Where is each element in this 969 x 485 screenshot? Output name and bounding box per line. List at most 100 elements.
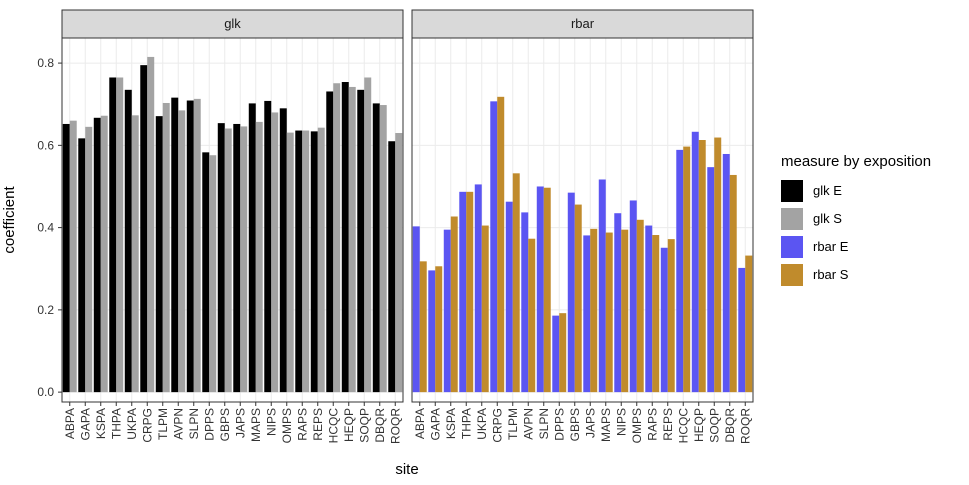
bar xyxy=(652,235,660,393)
bar xyxy=(372,103,380,393)
bar xyxy=(683,146,691,393)
legend-key xyxy=(781,180,803,202)
bar xyxy=(248,103,256,393)
x-tick-label: GBPS xyxy=(568,408,582,441)
bar xyxy=(78,138,86,393)
bar xyxy=(286,132,294,393)
bar xyxy=(745,255,753,393)
x-tick-label: RAPS xyxy=(645,408,659,441)
bar xyxy=(341,82,349,393)
bar xyxy=(131,115,139,393)
bar xyxy=(317,127,325,393)
bar xyxy=(543,187,551,393)
bar xyxy=(528,238,536,393)
bar xyxy=(271,112,279,393)
bar xyxy=(474,184,482,393)
x-tick-label: AVPN xyxy=(521,408,535,440)
facet-strip xyxy=(411,9,754,39)
x-tick-label: ABPA xyxy=(63,408,77,439)
x-tick-label: NIPS xyxy=(614,408,628,436)
bar xyxy=(162,102,170,393)
x-tick-label: MAPS xyxy=(599,408,613,442)
bar xyxy=(140,65,148,393)
x-tick-label: THPA xyxy=(459,408,473,439)
x-axis-title: site xyxy=(395,461,418,478)
x-tick-label: UKPA xyxy=(125,408,139,440)
bar xyxy=(264,100,272,393)
bar xyxy=(279,108,287,393)
bar xyxy=(178,110,186,393)
legend-key xyxy=(781,236,803,258)
bar xyxy=(233,123,241,393)
x-tick-label: REPS xyxy=(311,408,325,441)
bar xyxy=(552,315,560,393)
bar xyxy=(667,239,675,393)
legend-label: rbar S xyxy=(813,267,849,282)
bar xyxy=(660,247,668,393)
y-tick-label: 0.4 xyxy=(37,221,54,235)
bar xyxy=(69,120,77,393)
bar xyxy=(333,83,341,393)
x-tick-label: TLPM xyxy=(156,408,170,440)
x-tick-label: OMPS xyxy=(630,408,644,443)
bar xyxy=(302,130,310,393)
x-tick-label: CRPG xyxy=(490,408,504,443)
bar xyxy=(395,133,403,393)
bar xyxy=(217,123,225,393)
x-tick-label: CRPG xyxy=(140,408,154,443)
legend-title: measure by exposition xyxy=(781,153,931,170)
bar xyxy=(116,77,124,393)
x-tick-label: THPA xyxy=(109,408,123,439)
x-tick-label: KSPA xyxy=(94,408,108,439)
bar xyxy=(598,179,606,393)
x-tick-label: GAPA xyxy=(428,408,442,440)
bar xyxy=(109,77,117,393)
bar xyxy=(636,219,644,393)
bar xyxy=(186,100,194,393)
bar xyxy=(419,261,427,393)
bar xyxy=(202,152,210,393)
bar xyxy=(714,137,722,393)
x-tick-label: SOQP xyxy=(707,408,721,443)
x-tick-label: GAPA xyxy=(78,408,92,440)
x-tick-label: HEQP xyxy=(692,408,706,442)
x-tick-label: MAPS xyxy=(249,408,263,442)
bar xyxy=(521,212,529,393)
bar xyxy=(691,131,699,393)
bar xyxy=(621,229,629,393)
bar xyxy=(379,105,387,393)
legend-key xyxy=(781,208,803,230)
x-tick-label: DPPS xyxy=(202,408,216,441)
bar xyxy=(738,267,746,393)
bar xyxy=(412,226,420,393)
x-tick-label: DBQR xyxy=(723,408,737,443)
bar xyxy=(295,130,303,393)
bar xyxy=(629,200,637,393)
bar xyxy=(567,192,575,393)
x-tick-label: HCQC xyxy=(326,408,340,444)
y-tick-label: 0.8 xyxy=(37,56,54,70)
x-tick-label: SLPN xyxy=(187,408,201,439)
x-tick-label: AVPN xyxy=(171,408,185,440)
facet-strip xyxy=(61,9,404,39)
bar xyxy=(443,229,451,393)
x-tick-label: KSPA xyxy=(444,408,458,439)
bar xyxy=(224,128,232,393)
bar xyxy=(364,77,372,393)
bar xyxy=(348,86,356,393)
bar xyxy=(605,232,613,393)
legend-label: rbar E xyxy=(813,239,849,254)
bar xyxy=(62,123,70,393)
bar xyxy=(209,155,217,393)
x-tick-label: RAPS xyxy=(295,408,309,441)
y-tick-label: 0.2 xyxy=(37,303,54,317)
bar xyxy=(93,117,101,393)
bar xyxy=(490,101,498,393)
bar xyxy=(450,216,458,393)
bar xyxy=(255,121,263,393)
x-tick-label: HCQC xyxy=(676,408,690,444)
facet-title: rbar xyxy=(571,16,595,31)
x-tick-label: JAPS xyxy=(233,408,247,438)
